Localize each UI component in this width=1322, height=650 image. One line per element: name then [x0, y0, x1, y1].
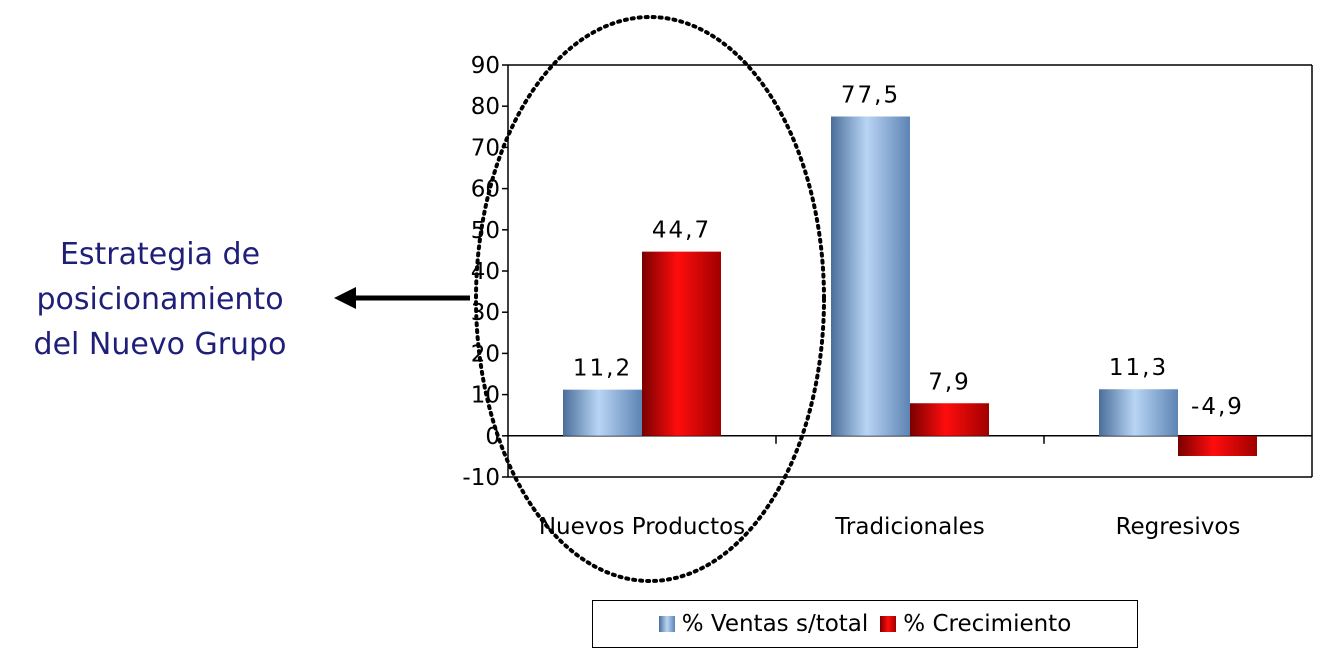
- legend-swatch-red: [880, 616, 897, 632]
- highlight-ellipse: [474, 15, 826, 583]
- legend-label: % Crecimiento: [903, 611, 1072, 637]
- category-label: Tradicionales: [834, 514, 985, 540]
- data-label-crecimiento: 7,9: [928, 369, 971, 395]
- data-label-crecimiento: -4,9: [1191, 394, 1244, 420]
- y-tick-label: 70: [471, 135, 500, 161]
- legend-item-ventas: % Ventas s/total: [658, 611, 869, 637]
- y-tick-label: 80: [471, 94, 500, 120]
- y-tick-label: -10: [462, 465, 500, 491]
- chart-legend: % Ventas s/total % Crecimiento: [592, 600, 1138, 648]
- category-label: Nuevos Productos: [539, 514, 745, 540]
- bar-crecimiento: [1178, 435, 1257, 456]
- strategy-annotation: Estrategia de posicionamiento del Nuevo …: [10, 232, 310, 367]
- annotation-line: posicionamiento: [36, 282, 284, 317]
- data-label-ventas: 11,2: [573, 356, 632, 382]
- y-tick-label: 60: [471, 177, 500, 203]
- legend-swatch-blue: [658, 616, 675, 632]
- bar-crecimiento: [910, 403, 989, 436]
- data-label-ventas: 11,3: [1109, 355, 1168, 381]
- bar-ventas: [831, 116, 910, 436]
- bar-ventas: [563, 389, 642, 436]
- bar-ventas: [1099, 389, 1178, 436]
- data-label-ventas: 77,5: [841, 83, 900, 109]
- legend-item-crecimiento: % Crecimiento: [880, 611, 1071, 637]
- annotation-arrow-head: [334, 287, 356, 309]
- annotation-line: del Nuevo Grupo: [33, 327, 287, 362]
- y-tick-label: 90: [471, 53, 500, 79]
- data-label-crecimiento: 44,7: [652, 218, 711, 244]
- y-tick-label: 50: [471, 218, 500, 244]
- y-tick-label: 0: [485, 424, 500, 450]
- annotation-line: Estrategia de: [59, 237, 261, 272]
- y-tick-label: 20: [471, 341, 500, 367]
- category-label: Regresivos: [1116, 514, 1241, 540]
- bar-crecimiento: [642, 251, 721, 436]
- legend-label: % Ventas s/total: [681, 611, 869, 637]
